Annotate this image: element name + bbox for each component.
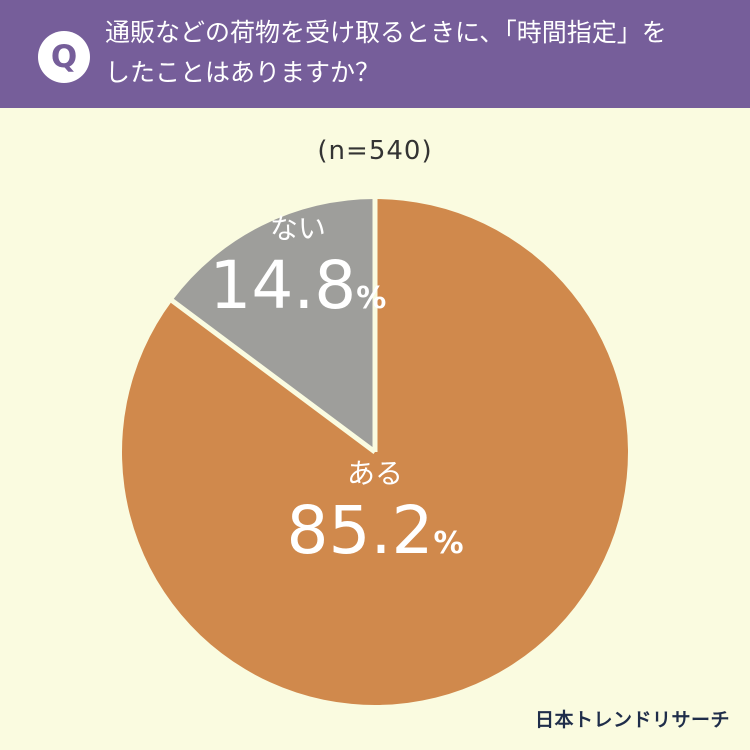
question-text: 通販などの荷物を受け取るときに、「時間指定」を したことはありますか？ xyxy=(105,18,667,87)
brand-logo: 日本トレンドリサーチ xyxy=(534,709,730,731)
question-badge-icon: Q xyxy=(38,31,90,83)
sample-size-label: (n=540) xyxy=(317,136,433,166)
question-header: Q 通販などの荷物を受け取るときに、「時間指定」を したことはありますか？ xyxy=(0,0,750,108)
slice-separator xyxy=(169,298,377,455)
slice-label-aru: ある xyxy=(347,457,403,490)
slice-value-aru: 85.2% xyxy=(286,492,463,569)
slice-value-nai: 14.8% xyxy=(209,247,386,324)
slice-label-nai: ない xyxy=(270,212,326,245)
pie-slice-nai xyxy=(172,199,375,452)
